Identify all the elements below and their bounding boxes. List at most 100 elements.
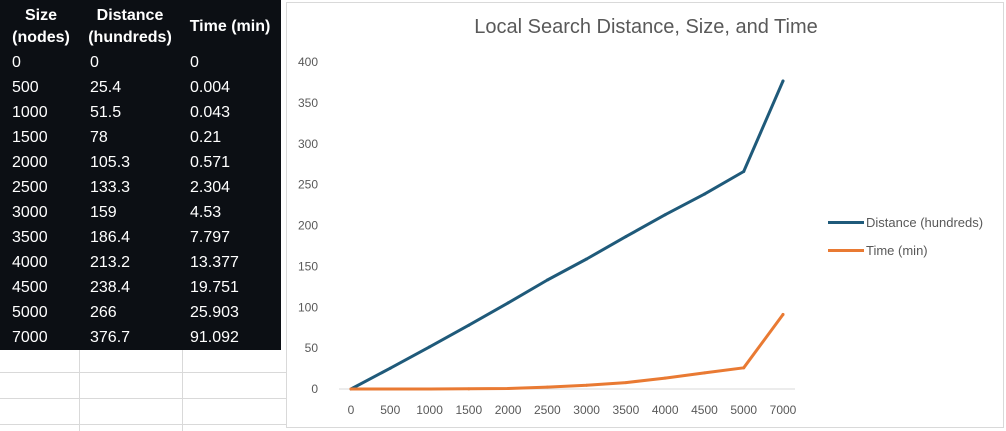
grid-cell-b[interactable] (80, 350, 182, 430)
header-distance[interactable]: Distance (hundreds) (82, 0, 178, 53)
data-point[interactable] (742, 170, 746, 174)
header-distance-line2: (hundreds) (88, 28, 172, 46)
data-table: Size (nodes) Distance (hundreds) Time (m… (0, 0, 281, 350)
y-tick-label: 0 (311, 382, 318, 396)
header-size[interactable]: Size (nodes) (6, 0, 76, 53)
data-point[interactable] (663, 376, 667, 380)
cell-size[interactable]: 7000 (12, 329, 48, 346)
legend-swatch (828, 248, 864, 252)
cell-size[interactable]: 2500 (12, 179, 48, 196)
table-row: 5000 266 25.903 (0, 300, 281, 325)
legend-item-distance[interactable]: Distance (hundreds) (828, 213, 983, 231)
x-tick-label: 1500 (455, 403, 482, 417)
series-line-time[interactable] (349, 313, 785, 391)
cell-distance[interactable]: 186.4 (90, 229, 131, 246)
data-point[interactable] (506, 301, 510, 305)
data-point[interactable] (702, 192, 706, 196)
data-point[interactable] (388, 387, 392, 391)
cell-time[interactable]: 0.004 (190, 79, 231, 96)
data-point[interactable] (506, 387, 510, 391)
data-point[interactable] (349, 387, 353, 391)
line-chart[interactable]: Local Search Distance, Size, and Time 0 5… (286, 0, 1006, 431)
cell-distance[interactable]: 25.4 (90, 79, 122, 96)
header-time[interactable]: Time (min) (182, 0, 278, 53)
x-tick-label: 7000 (770, 403, 797, 417)
cell-time[interactable]: 4.53 (190, 204, 222, 221)
cell-size[interactable]: 0 (12, 54, 21, 71)
x-tick-label: 3000 (573, 403, 600, 417)
cell-distance[interactable]: 78 (90, 129, 108, 146)
cell-time[interactable]: 19.751 (190, 279, 239, 296)
data-point[interactable] (781, 313, 785, 317)
x-tick-label: 5000 (730, 403, 757, 417)
table-row: 4000 213.2 13.377 (0, 250, 281, 275)
series-line-distance[interactable] (349, 79, 785, 391)
cell-size[interactable]: 500 (12, 79, 39, 96)
cell-size[interactable]: 5000 (12, 304, 48, 321)
header-time-line1: Time (min) (189, 17, 271, 35)
data-point[interactable] (428, 345, 432, 349)
data-point[interactable] (624, 235, 628, 239)
header-distance-line1: Distance (96, 6, 164, 24)
cell-size[interactable]: 4000 (12, 254, 48, 271)
cell-size[interactable]: 3000 (12, 204, 48, 221)
cell-time[interactable]: 91.092 (190, 329, 239, 346)
spreadsheet-area: Size (nodes) Distance (hundreds) Time (m… (0, 0, 286, 431)
cell-size[interactable]: 1500 (12, 129, 48, 146)
cell-size[interactable]: 2000 (12, 154, 48, 171)
data-point[interactable] (467, 387, 471, 391)
legend-item-time[interactable]: Time (min) (828, 241, 928, 259)
data-point[interactable] (585, 257, 589, 261)
cell-distance[interactable]: 159 (90, 204, 117, 221)
cell-time[interactable]: 0.571 (190, 154, 231, 171)
cell-distance[interactable]: 0 (90, 54, 99, 71)
cell-size[interactable]: 1000 (12, 104, 48, 121)
data-point[interactable] (545, 385, 549, 389)
cell-size[interactable]: 4500 (12, 279, 48, 296)
cell-size[interactable]: 3500 (12, 229, 48, 246)
table-row: 2500 133.3 2.304 (0, 175, 281, 200)
data-point[interactable] (781, 79, 785, 83)
y-tick-label: 250 (298, 178, 318, 192)
data-point[interactable] (624, 381, 628, 385)
data-point[interactable] (545, 278, 549, 282)
cell-distance[interactable]: 376.7 (90, 329, 131, 346)
grid-cell-a[interactable] (0, 350, 79, 430)
x-tick-label: 2000 (495, 403, 522, 417)
cell-time[interactable]: 25.903 (190, 304, 239, 321)
cell-distance[interactable]: 51.5 (90, 104, 122, 121)
data-point[interactable] (467, 323, 471, 327)
x-tick-label: 4500 (691, 403, 718, 417)
table-row: 2000 105.3 0.571 (0, 150, 281, 175)
grid-line (182, 350, 183, 431)
cell-time[interactable]: 0.043 (190, 104, 231, 121)
table-row: 3000 159 4.53 (0, 200, 281, 225)
table-row: 7000 376.7 91.092 (0, 325, 281, 350)
cell-distance[interactable]: 105.3 (90, 154, 131, 171)
data-point[interactable] (585, 383, 589, 387)
cell-distance[interactable]: 266 (90, 304, 117, 321)
x-tick-label: 500 (380, 403, 400, 417)
header-size-line1: Size (24, 6, 57, 24)
table-row: 4500 238.4 19.751 (0, 275, 281, 300)
data-point[interactable] (388, 366, 392, 370)
cell-time[interactable]: 0 (190, 54, 199, 71)
cell-distance[interactable]: 238.4 (90, 279, 131, 296)
y-tick-label: 100 (298, 300, 318, 314)
grid-cell-c[interactable] (183, 350, 286, 430)
cell-time[interactable]: 0.21 (190, 129, 222, 146)
cell-distance[interactable]: 213.2 (90, 254, 131, 271)
data-point[interactable] (428, 387, 432, 391)
table-row: 0 0 0 (0, 50, 281, 75)
y-tick-label: 200 (298, 219, 318, 233)
grid-line (0, 372, 286, 373)
data-point[interactable] (702, 371, 706, 375)
data-point[interactable] (742, 366, 746, 370)
y-tick-label: 300 (298, 137, 318, 151)
cell-distance[interactable]: 133.3 (90, 179, 131, 196)
data-point[interactable] (663, 213, 667, 217)
x-tick-label: 2500 (534, 403, 561, 417)
cell-time[interactable]: 13.377 (190, 254, 239, 271)
cell-time[interactable]: 2.304 (190, 179, 231, 196)
cell-time[interactable]: 7.797 (190, 229, 231, 246)
